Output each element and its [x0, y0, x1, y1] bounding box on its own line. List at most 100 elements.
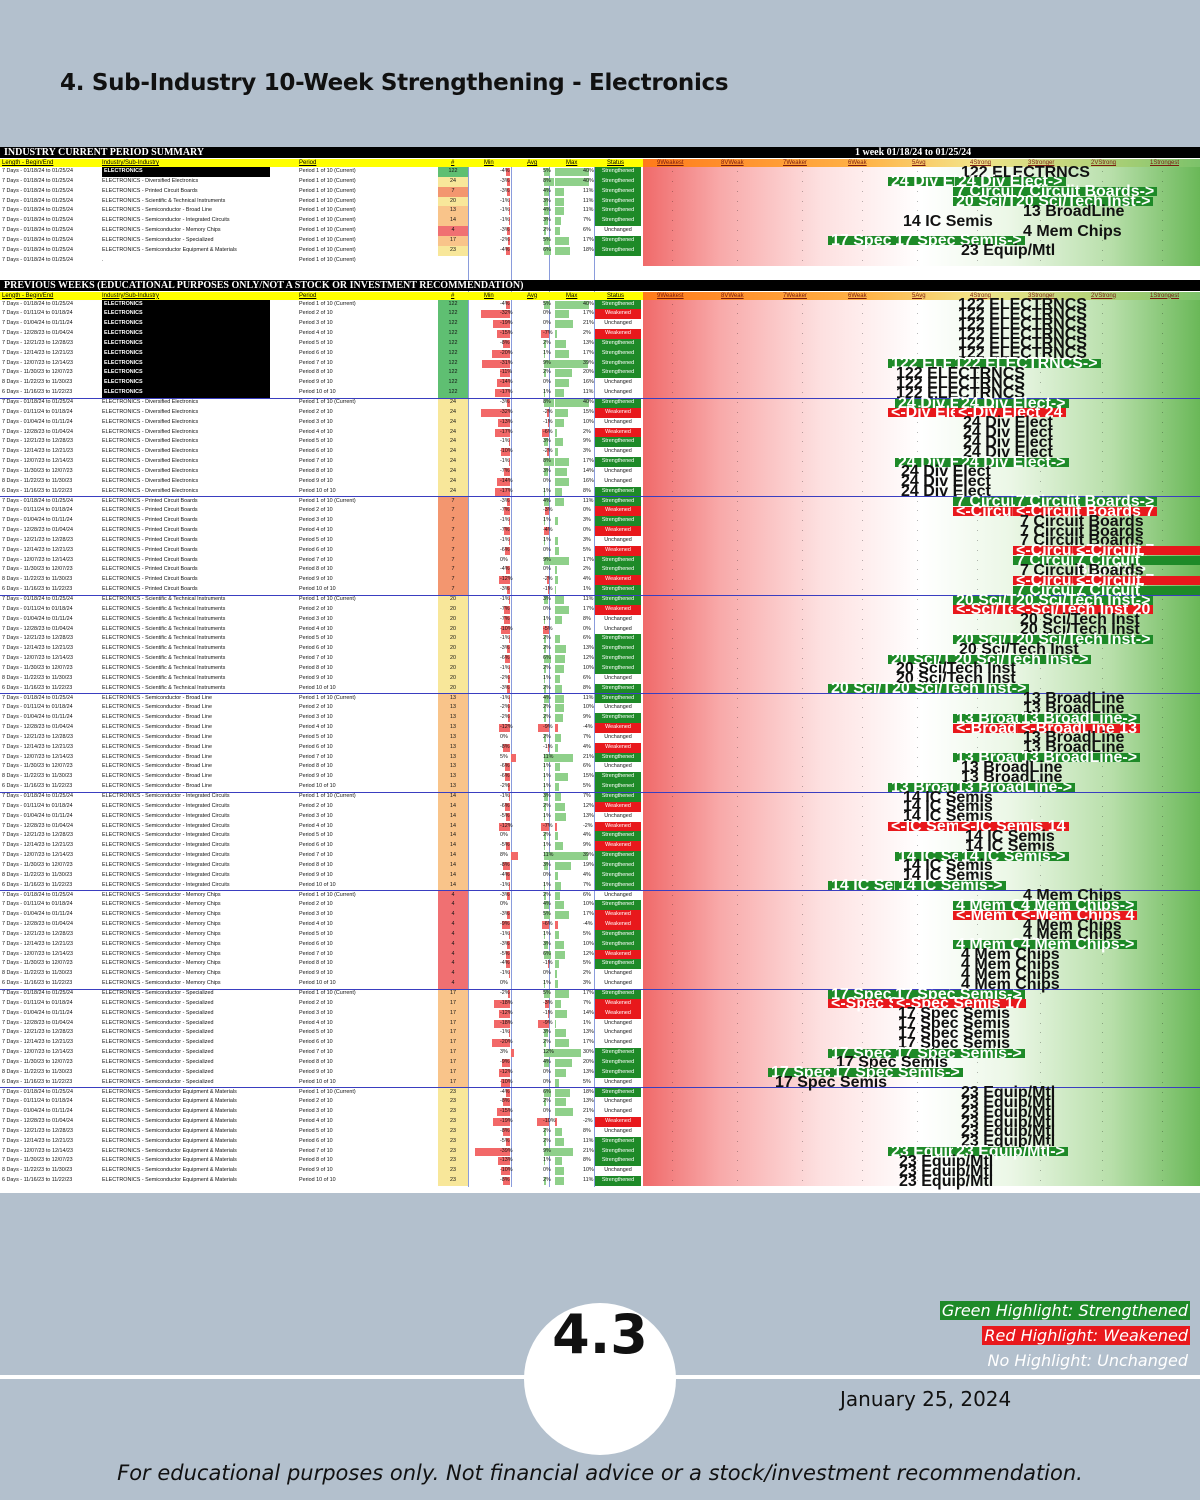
avg-bar	[546, 408, 549, 417]
max-bar	[555, 536, 558, 545]
dot: .	[672, 930, 674, 937]
bucket-label: 14 IC Semis->	[958, 848, 1069, 864]
dot: .	[862, 487, 864, 494]
max-bar	[555, 940, 564, 949]
cell-count: 17	[438, 235, 468, 246]
cell-status: Strengthened	[595, 457, 641, 467]
min-bar	[509, 793, 510, 801]
dot: .	[672, 217, 674, 224]
cell-min: -10%	[500, 1167, 513, 1174]
group-separator	[0, 594, 1200, 596]
cell-count: 7	[438, 496, 468, 507]
cell-min: -15%	[500, 1108, 513, 1115]
max-bar	[555, 197, 565, 206]
cell-period: Period 7 of 10	[299, 359, 333, 366]
cell-avg: 2%	[543, 1127, 551, 1134]
cell-count: 20	[438, 644, 468, 655]
cell-status: Unchanged	[604, 320, 632, 327]
cell-count: 4	[438, 920, 468, 930]
cell-min: -12%	[500, 1068, 513, 1075]
cell-count: 122	[438, 319, 468, 330]
dot: .	[1102, 1088, 1104, 1095]
col-8vweak: 8VWeak	[721, 292, 744, 299]
dot: .	[672, 940, 674, 947]
dot: .	[977, 339, 979, 346]
cell-status: Strengthened	[595, 1176, 641, 1186]
dot: .	[862, 428, 864, 435]
cell-max: 4%	[583, 871, 591, 878]
cell-period: Period 1 of 10 (Current)	[299, 177, 356, 184]
bucket-label: 122 ELECTRNCS	[958, 315, 1087, 333]
dot: .	[1040, 625, 1042, 632]
min-bar	[481, 408, 510, 417]
col-guide	[549, 167, 550, 1187]
min-bar	[497, 379, 510, 388]
col-9weakest: 9Weakest	[657, 292, 684, 299]
min-bar	[509, 217, 510, 226]
cell-avg: 1%	[543, 517, 551, 524]
bucket-label: 24 Div Elect	[901, 463, 991, 481]
cell-status: Unchanged	[604, 970, 632, 977]
cell-length: 7 Days - 01/04/24 to 01/11/24	[2, 1009, 73, 1016]
cell-period: Period 1 of 10 (Current)	[299, 990, 356, 996]
dot: .	[1102, 674, 1104, 681]
cell-max: 17%	[583, 990, 594, 996]
cell-period: Period 5 of 10	[299, 1029, 333, 1036]
cell-avg: 0%	[543, 1167, 551, 1174]
dot: .	[737, 921, 739, 928]
dot: .	[802, 379, 804, 386]
col-min: Min	[484, 292, 494, 299]
avg-bar	[544, 911, 550, 920]
dot: .	[917, 487, 919, 494]
cell-avg: 1%	[543, 881, 551, 888]
dot: .	[917, 300, 919, 307]
cell-period: Period 1 of 10 (Current)	[299, 256, 356, 263]
cell-length: 7 Days - 01/04/24 to 01/11/24	[2, 714, 73, 721]
bucket-dots: .........	[643, 664, 1200, 674]
dot: .	[917, 330, 919, 337]
dot: .	[1162, 664, 1164, 671]
dot: .	[1162, 714, 1164, 721]
dot: .	[1102, 645, 1104, 652]
max-bar	[555, 655, 566, 664]
dot: .	[802, 960, 804, 967]
dot: .	[1040, 1098, 1042, 1105]
col-status: Status	[607, 160, 625, 166]
cell-industry: ELECTRONICS - Semiconductor - Broad Line	[102, 743, 212, 750]
dot: .	[977, 871, 979, 878]
cell-industry: ELECTRONICS - Semiconductor - Specialize…	[102, 1009, 214, 1016]
bucket-dots: .........	[643, 428, 1200, 438]
max-bar	[555, 881, 561, 890]
dot: .	[977, 576, 979, 583]
table-row: .........7 Days - 01/11/24 to 01/18/24EL…	[0, 407, 1200, 418]
dot: .	[672, 1068, 674, 1075]
cell-count: 7	[438, 186, 468, 197]
avg-bar	[546, 576, 549, 585]
cell-count: 20	[438, 624, 468, 635]
max-bar	[555, 1088, 571, 1097]
avg-bar	[544, 881, 546, 890]
cell-min: -8%	[500, 743, 510, 750]
max-bar	[555, 1147, 573, 1156]
cell-avg: 2%	[543, 369, 551, 376]
min-bar	[506, 871, 510, 880]
max-bar	[555, 207, 565, 216]
dot: .	[672, 310, 674, 317]
bucket-label: 14 IC Semis	[903, 212, 993, 230]
dot: .	[737, 339, 739, 346]
dot: .	[917, 527, 919, 534]
cell-status: Strengthened	[595, 880, 641, 891]
dot: .	[862, 921, 864, 928]
avg-bar	[544, 207, 549, 216]
dot: .	[802, 635, 804, 642]
dot: .	[1040, 733, 1042, 740]
cell-min: 3%	[500, 1049, 508, 1056]
cell-length: 7 Days - 01/11/24 to 01/18/24	[2, 901, 73, 908]
bucket-dots: .........	[643, 1097, 1200, 1107]
cell-period: Period 10 of 10	[299, 881, 336, 888]
